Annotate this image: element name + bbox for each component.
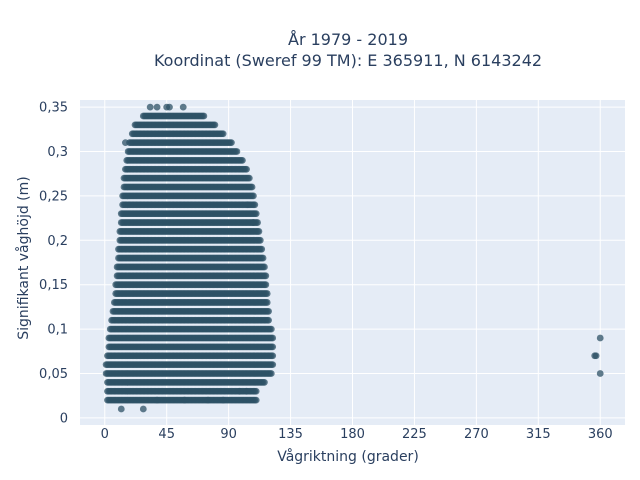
scatter-point (252, 387, 260, 395)
scatter-point (252, 210, 260, 218)
scatter-point (211, 121, 219, 129)
scatter-point (146, 103, 154, 111)
scatter-point (233, 148, 241, 155)
x-tick-label: 135 (278, 427, 303, 442)
scatter-point (252, 396, 260, 404)
scatter-point (204, 396, 212, 404)
scatter-point (243, 387, 250, 395)
scatter-point (250, 219, 257, 226)
scatter-point (219, 130, 227, 138)
scatter-point (262, 281, 270, 289)
x-tick-label: 90 (220, 427, 237, 442)
scatter-point (248, 183, 256, 191)
scatter-point (258, 245, 266, 253)
scatter-point (200, 112, 208, 120)
scatter-point (153, 103, 161, 111)
scatter-point (263, 299, 271, 306)
scatter-point (181, 396, 188, 404)
scatter-point (269, 352, 277, 360)
y-tick-label: 0,05 (39, 367, 68, 382)
y-tick-label: 0,2 (47, 234, 68, 249)
scatter-point (122, 139, 129, 147)
scatter-points (102, 103, 604, 413)
scatter-point (238, 156, 246, 164)
scatter-point (267, 370, 275, 377)
y-tick-label: 0 (60, 411, 68, 426)
y-axis-title: Signifikant våghöjd (m) (15, 176, 32, 339)
y-tick-label: 0,25 (39, 189, 68, 204)
scatter-point (269, 334, 277, 342)
x-tick-label: 180 (340, 427, 365, 442)
scatter-point (596, 370, 604, 377)
x-tick-label: 0 (101, 427, 109, 442)
x-tick-label: 225 (402, 427, 427, 442)
scatter-point (139, 405, 147, 413)
scatter-point (255, 228, 263, 235)
y-tick-label: 0,35 (39, 101, 68, 116)
scatter-point (219, 396, 227, 404)
y-tick-label: 0,15 (39, 278, 68, 293)
scatter-point (259, 254, 267, 262)
scatter-point (236, 387, 244, 395)
scatter-point (179, 103, 187, 111)
scatter-point (267, 325, 275, 333)
scatter-point (166, 103, 173, 111)
scatter-point (261, 263, 268, 271)
scatter-point (244, 201, 252, 209)
x-tick-label: 315 (526, 427, 551, 442)
scatter-point (245, 174, 253, 182)
x-tick-label: 45 (158, 427, 175, 442)
scatter-point (265, 316, 272, 324)
scatter-point (265, 307, 272, 315)
scatter-point (256, 236, 264, 244)
scatter-point (269, 361, 277, 369)
x-tick-label: 270 (464, 427, 489, 442)
chart-title-line2: Koordinat (Sweref 99 TM): E 365911, N 61… (154, 51, 542, 70)
x-axis-title: Vågriktning (grader) (277, 448, 419, 465)
scatter-point (250, 192, 257, 200)
x-tick-label: 360 (588, 427, 613, 442)
y-tick-label: 0,3 (47, 145, 68, 160)
scatter-point (263, 290, 271, 297)
scatter-point (592, 352, 600, 360)
scatter-point (117, 405, 125, 413)
chart-title-line1: År 1979 - 2019 (288, 30, 408, 49)
scatter-point (227, 139, 235, 147)
scatter-point (153, 396, 161, 404)
scatter-point (269, 343, 277, 351)
scatter-point (596, 334, 604, 342)
tick-labels: 0 45 90 135 180 225 270 315 360 0 0,05 0,1 0,15 0,2 0,… (39, 101, 613, 442)
scatter-point (262, 272, 270, 280)
scatter-point (251, 201, 259, 209)
scatter-point (243, 165, 250, 173)
scatter-point (261, 378, 268, 386)
y-tick-label: 0,1 (47, 323, 68, 338)
